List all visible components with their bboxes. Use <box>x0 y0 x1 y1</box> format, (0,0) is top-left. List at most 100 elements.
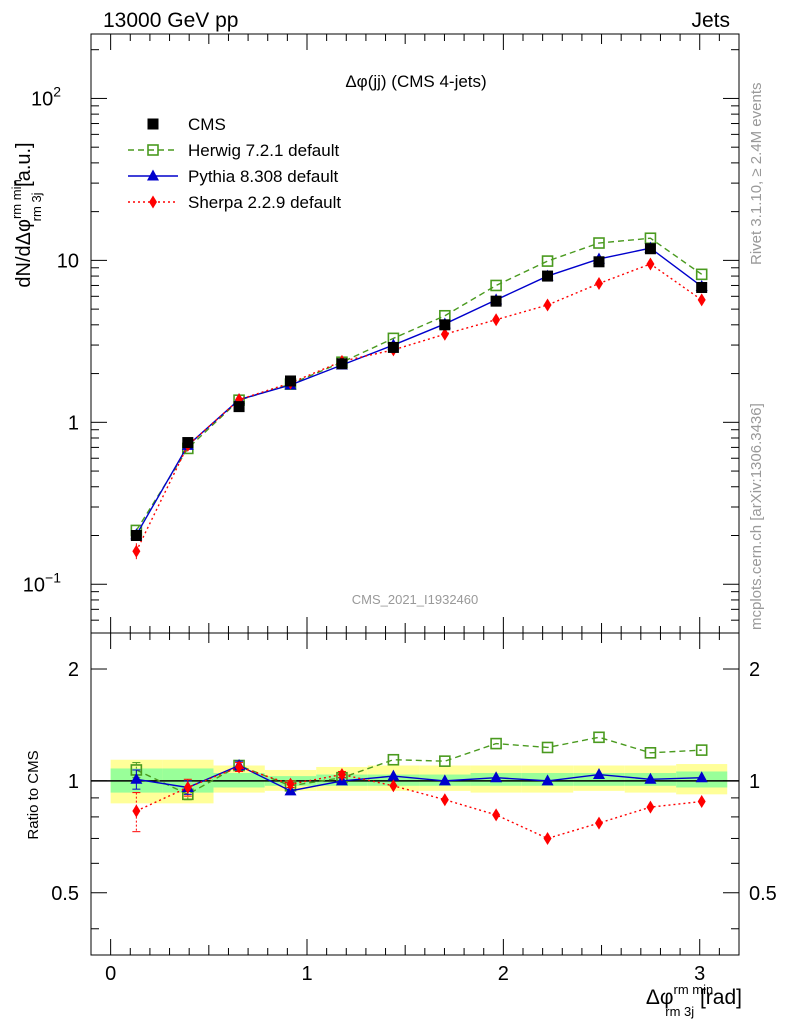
point-dotted-diamond <box>697 293 706 307</box>
ratio-point-dashed-open-square <box>439 755 451 767</box>
ratio-point-dashed-open-square <box>541 741 554 754</box>
ratio-point-dotted-diamond <box>337 768 346 782</box>
ratio-point-solid-triangle <box>644 772 657 784</box>
point-data <box>387 341 399 353</box>
ratio-point-solid-triangle <box>592 768 605 780</box>
legend-marker <box>149 195 157 209</box>
legend-label: CMS <box>188 115 226 134</box>
x-axis-label-super: rm min <box>674 982 714 997</box>
series-line-1 <box>135 237 703 531</box>
series-line-3 <box>135 263 703 552</box>
point-data <box>336 358 348 370</box>
point-dashed-open-square <box>541 255 554 267</box>
ratio-tick-label-right: 2 <box>749 659 760 681</box>
y-tick-label: 10−1 <box>23 569 61 596</box>
ratio-point-dotted-diamond <box>543 831 552 845</box>
ratio-line-3 <box>136 766 702 840</box>
collision-label: 13000 GeV pp <box>103 9 238 32</box>
ratio-point-dotted-diamond <box>389 779 398 793</box>
point-dashed-open-square <box>695 268 708 281</box>
x-tick-label: 0 <box>105 963 116 985</box>
point-dotted-diamond <box>543 298 552 312</box>
analysis-watermark: CMS_2021_I1932460 <box>352 592 479 607</box>
ratio-point-dotted-diamond <box>132 804 141 818</box>
ratio-point-dashed-open-square <box>695 744 708 756</box>
ratio-point-solid-triangle <box>541 774 554 786</box>
point-dotted-diamond <box>492 313 501 327</box>
point-data <box>285 375 297 387</box>
point-data <box>439 319 451 331</box>
y-tick-label: 10 <box>57 250 79 272</box>
y-tick-label: 1 <box>68 412 79 434</box>
y-tick-label: 102 <box>31 83 61 110</box>
ratio-point-dotted-diamond <box>183 780 192 794</box>
rivet-info: Rivet 3.1.10, ≥ 2.4M events <box>748 83 765 266</box>
ratio-plot-frame <box>90 632 740 956</box>
mcplots-info: mcplots.cern.ch [arXiv:1306.3436] <box>748 403 765 630</box>
ratio-point-dashed-open-square <box>644 747 657 759</box>
legend-label: Sherpa 2.2.9 default <box>188 193 341 212</box>
x-tick-label: 3 <box>694 963 705 985</box>
point-data <box>696 282 708 294</box>
y-tick-exponent: 2 <box>53 83 61 99</box>
point-data <box>233 401 245 413</box>
ratio-point-solid-triangle <box>130 772 143 784</box>
point-dotted-diamond <box>646 257 655 271</box>
x-axis-label-sub: rm 3j <box>665 1004 694 1019</box>
ratio-point-dashed-open-square <box>387 753 400 766</box>
ratio-tick-label-right: 1 <box>749 771 760 793</box>
y-axis-label-super: rm min <box>9 179 24 219</box>
point-data <box>542 270 554 282</box>
legend-marker <box>147 169 159 181</box>
point-data <box>490 295 502 307</box>
plot-title: Δφ(jj) (CMS 4-jets) <box>345 72 486 91</box>
ratio-point-dotted-diamond <box>235 760 244 774</box>
ratio-point-dotted-diamond <box>440 793 449 807</box>
series-line-2 <box>135 247 703 536</box>
y-axis-label-sub: rm 3j <box>29 192 44 221</box>
legend-marker <box>147 118 159 130</box>
y-axis-label-unit: [a.u.] <box>13 142 35 192</box>
x-axis-label-unit: [rad] <box>694 986 742 1009</box>
x-axis-label: Δφrm min rm 3j [rad] <box>646 982 742 1019</box>
x-tick-label: 2 <box>498 963 509 985</box>
ratio-point-dotted-diamond <box>697 795 706 809</box>
ratio-line-2 <box>136 764 702 792</box>
point-dashed-open-square <box>593 237 605 249</box>
ratio-point-solid-triangle <box>490 771 503 783</box>
legend-label: Herwig 7.2.1 default <box>188 141 339 160</box>
ratio-tick-label-right: 0.5 <box>749 883 777 905</box>
ratio-tick-label: 1 <box>68 771 79 793</box>
x-tick-label: 1 <box>301 963 312 985</box>
ratio-point-solid-triangle <box>438 774 451 786</box>
axis-tick-labels: 0 1 2 3 10−1 1 10 102 0.5 0.5 1 1 2 2 <box>23 83 777 985</box>
point-data <box>130 530 142 542</box>
ratio-line-1 <box>136 736 702 796</box>
axis-ticks <box>91 34 740 955</box>
ratio-point-dashed-open-square <box>593 731 605 744</box>
x-axis-label-main: Δφ <box>646 986 674 1009</box>
main-series <box>130 232 708 560</box>
y-axis-label: dN/dΔφrm min rm 3j [a.u.] <box>9 142 44 287</box>
ratio-series <box>130 731 708 845</box>
point-dotted-diamond <box>594 276 603 290</box>
legend-marker <box>147 144 159 156</box>
legend-label: Pythia 8.308 default <box>188 167 339 186</box>
y-axis-label-main: dN/dΔφ <box>13 219 35 288</box>
ratio-point-dotted-diamond <box>646 800 655 814</box>
ratio-point-dotted-diamond <box>286 777 295 791</box>
ratio-point-dotted-diamond <box>594 816 603 830</box>
point-data <box>182 437 194 449</box>
ratio-tick-label: 2 <box>68 659 79 681</box>
legend: CMS Herwig 7.2.1 default Pythia 8.308 defa… <box>128 115 341 212</box>
ratio-point-dashed-open-square <box>490 737 502 750</box>
ratio-point-solid-triangle <box>387 769 400 781</box>
point-dashed-open-square <box>490 279 502 292</box>
ratio-point-solid-triangle <box>695 771 708 783</box>
y-tick-exponent: −1 <box>45 569 61 585</box>
category-label: Jets <box>691 9 730 32</box>
ratio-tick-label: 0.5 <box>51 883 79 905</box>
ratio-y-axis-label: Ratio to CMS <box>25 750 42 839</box>
point-data <box>593 256 605 268</box>
